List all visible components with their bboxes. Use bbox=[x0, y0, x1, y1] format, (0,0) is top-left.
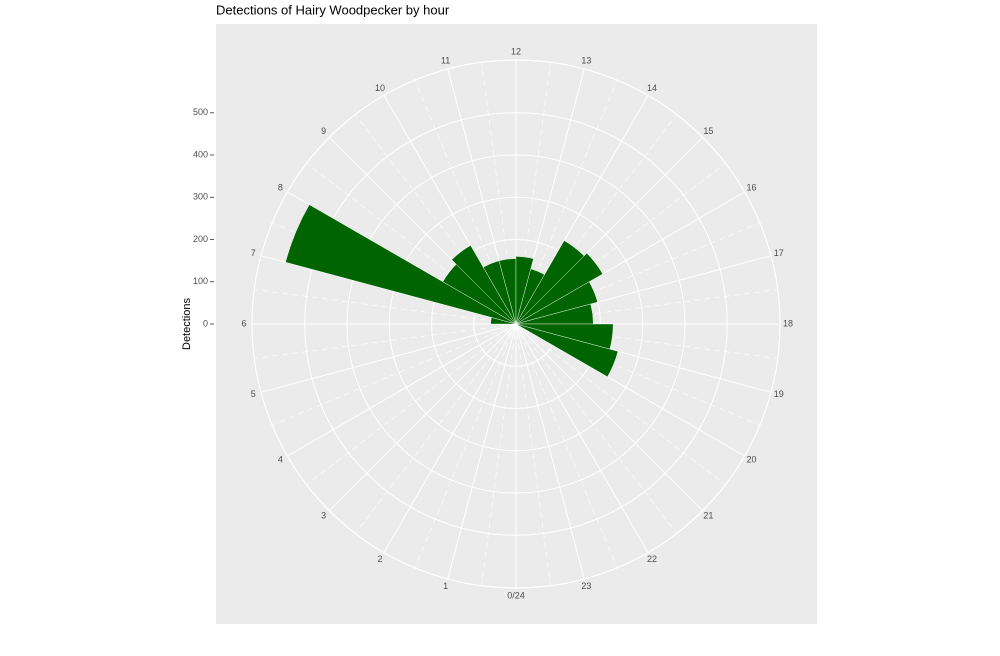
spoke bbox=[515, 323, 585, 580]
y-tick-label: 400 bbox=[193, 149, 208, 159]
minor-spoke bbox=[414, 323, 517, 569]
spoke bbox=[447, 323, 517, 580]
bar bbox=[515, 252, 603, 325]
minor-spoke bbox=[254, 323, 517, 359]
x-tick-label: 10 bbox=[375, 83, 385, 93]
minor-spoke bbox=[515, 323, 618, 569]
y-tick-label: 300 bbox=[193, 192, 208, 202]
minor-spoke bbox=[515, 323, 551, 586]
y-tick-label: 200 bbox=[193, 234, 208, 244]
x-tick-label: 23 bbox=[581, 581, 591, 591]
minor-spoke bbox=[481, 323, 517, 586]
bar bbox=[285, 204, 517, 325]
spoke bbox=[328, 323, 517, 512]
bar bbox=[515, 281, 598, 325]
x-tick-label: 2 bbox=[377, 554, 382, 564]
x-tick-label: 20 bbox=[747, 454, 757, 464]
x-tick-label: 15 bbox=[703, 126, 713, 136]
x-tick-label: 12 bbox=[511, 46, 521, 56]
minor-spoke bbox=[515, 323, 726, 485]
x-tick-label: 18 bbox=[783, 318, 793, 328]
y-tick-label: 100 bbox=[193, 276, 208, 286]
y-tick-label: 0 bbox=[203, 318, 208, 328]
minor-spoke bbox=[355, 323, 517, 534]
x-tick-label: 19 bbox=[774, 389, 784, 399]
x-tick-label: 14 bbox=[647, 83, 657, 93]
minor-spoke bbox=[254, 289, 517, 325]
chart-title: Detections of Hairy Woodpecker by hour bbox=[216, 2, 450, 17]
minor-spoke bbox=[306, 323, 517, 485]
spoke bbox=[287, 323, 517, 457]
x-tick-label: 17 bbox=[774, 248, 784, 258]
x-tick-label: 8 bbox=[278, 182, 283, 192]
spoke bbox=[383, 323, 517, 553]
x-tick-label: 21 bbox=[703, 511, 713, 521]
x-tick-label: 4 bbox=[278, 454, 283, 464]
x-tick-label: 16 bbox=[747, 182, 757, 192]
x-tick-label: 1 bbox=[443, 581, 448, 591]
x-tick-label: 7 bbox=[251, 248, 256, 258]
x-tick-label: 13 bbox=[581, 56, 591, 66]
spoke bbox=[260, 323, 517, 393]
minor-spoke bbox=[271, 323, 517, 426]
spoke bbox=[515, 323, 704, 512]
minor-spoke bbox=[515, 323, 677, 534]
spoke bbox=[515, 323, 649, 553]
bar bbox=[515, 323, 619, 378]
x-tick-label: 0/24 bbox=[507, 590, 525, 600]
x-tick-label: 9 bbox=[321, 126, 326, 136]
x-tick-label: 22 bbox=[647, 554, 657, 564]
x-tick-label: 6 bbox=[241, 318, 246, 328]
y-tick-label: 500 bbox=[193, 107, 208, 117]
x-tick-label: 11 bbox=[441, 56, 450, 66]
x-tick-label: 3 bbox=[321, 511, 326, 521]
y-axis-title: Detections bbox=[181, 298, 193, 350]
bar bbox=[451, 245, 517, 325]
x-tick-label: 5 bbox=[251, 389, 256, 399]
